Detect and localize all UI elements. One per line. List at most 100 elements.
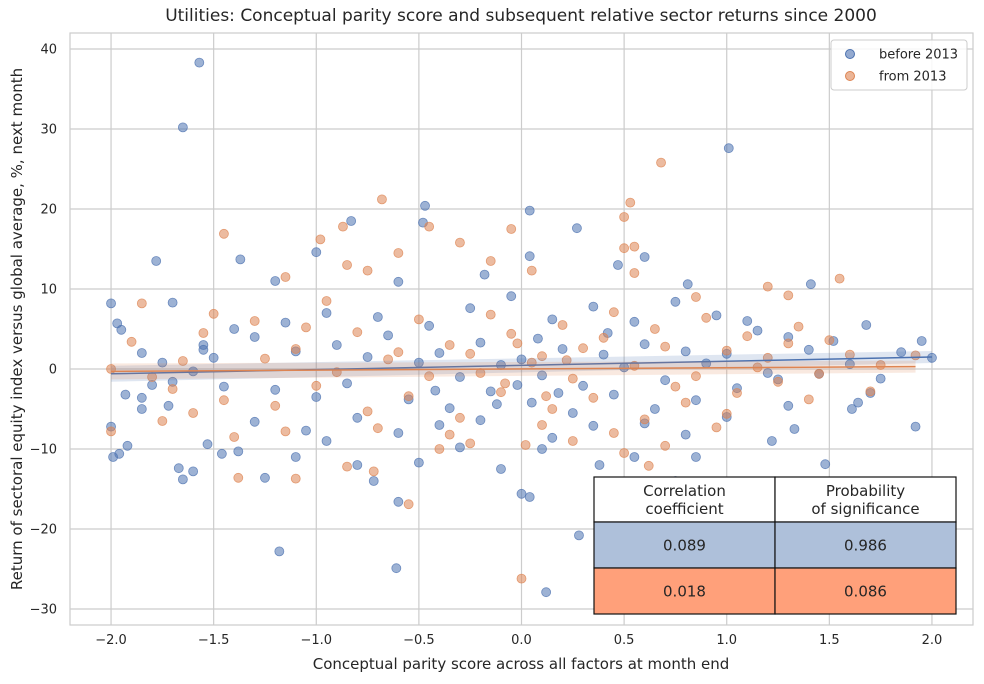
data-point (853, 397, 863, 408)
data-point (537, 444, 547, 454)
data-point (594, 460, 605, 470)
data-point (803, 394, 814, 405)
data-point (608, 389, 619, 400)
data-point (219, 395, 229, 406)
data-point (639, 252, 650, 262)
data-point (270, 384, 281, 395)
data-point (711, 422, 722, 433)
data-point (413, 314, 424, 325)
data-point (383, 354, 394, 365)
data-point (290, 344, 301, 354)
data-point (208, 308, 219, 319)
data-point (485, 386, 496, 397)
data-point (393, 276, 404, 287)
data-point (455, 372, 465, 382)
data-point (598, 332, 609, 343)
data-point (163, 400, 174, 411)
data-point (773, 376, 783, 387)
data-point (608, 428, 619, 438)
data-point (120, 389, 131, 400)
data-point (249, 316, 260, 326)
data-point (368, 476, 379, 486)
data-point (219, 228, 229, 239)
data-point (393, 248, 404, 258)
correlation-table: Correlation coefficient Probability of sign… (593, 476, 957, 615)
data-point (547, 432, 558, 443)
legend-box (830, 39, 968, 91)
table-cell (593, 521, 776, 569)
data-point (136, 298, 147, 309)
regression-line (111, 365, 916, 373)
data-point (274, 546, 285, 557)
data-point (311, 392, 322, 402)
data-point (229, 432, 240, 442)
data-point (506, 291, 517, 302)
data-point (496, 464, 506, 474)
data-point (803, 344, 814, 355)
x-tick-label: 1.5 (819, 633, 840, 648)
data-point (567, 373, 578, 384)
data-point (625, 197, 636, 208)
data-point (506, 224, 517, 234)
data-point (680, 346, 691, 357)
x-axis-label: Conceptual parity score across all facto… (313, 655, 730, 673)
data-point (875, 373, 886, 384)
data-point (444, 403, 455, 414)
data-point (691, 292, 701, 302)
data-point (455, 237, 465, 248)
x-axis-ticks: −2.0 −1.5 −1.0 −0.5 0.0 0.5 1.0 1.5 2.0 (95, 633, 942, 648)
data-point (219, 381, 229, 392)
data-point (613, 260, 623, 270)
data-point (567, 408, 578, 418)
data-point (455, 442, 465, 453)
data-point (188, 466, 199, 477)
data-point (157, 357, 168, 368)
data-point (116, 324, 127, 335)
data-point (342, 260, 352, 270)
data-point (629, 316, 640, 327)
data-point (208, 352, 219, 363)
data-point (194, 57, 205, 68)
y-tick-label: 0 (49, 363, 57, 378)
data-point (847, 404, 857, 414)
data-point (424, 320, 435, 331)
data-point (639, 339, 650, 350)
data-point (762, 281, 773, 292)
data-point (537, 370, 547, 381)
data-point (377, 194, 387, 205)
data-point (762, 368, 773, 378)
data-point (136, 404, 147, 414)
data-point (619, 448, 630, 458)
data-point (177, 474, 188, 485)
data-point (572, 223, 582, 234)
data-point (233, 472, 244, 483)
data-point (660, 440, 671, 451)
y-tick-label: −30 (30, 603, 57, 618)
data-point (619, 212, 630, 222)
data-point (434, 420, 445, 430)
data-point (578, 343, 588, 354)
data-point (541, 587, 552, 598)
data-point (485, 309, 496, 320)
data-point (475, 415, 486, 426)
data-point (465, 303, 476, 314)
data-point (834, 273, 845, 284)
data-point (752, 325, 763, 336)
series-1-points (106, 157, 921, 584)
data-point (783, 338, 794, 349)
data-point (721, 408, 732, 419)
data-point (331, 340, 342, 350)
data-point (670, 296, 681, 307)
data-point (805, 279, 816, 290)
data-point (783, 290, 794, 301)
data-point (553, 388, 564, 398)
data-point (424, 371, 435, 382)
table-cell (774, 521, 957, 569)
data-point (157, 416, 168, 426)
data-point (588, 420, 599, 431)
data-point (516, 573, 527, 584)
data-point (338, 221, 348, 232)
legend-marker-before-2013 (845, 49, 855, 59)
data-point (608, 307, 619, 318)
legend-label-before-2013: before 2013 (879, 48, 958, 63)
